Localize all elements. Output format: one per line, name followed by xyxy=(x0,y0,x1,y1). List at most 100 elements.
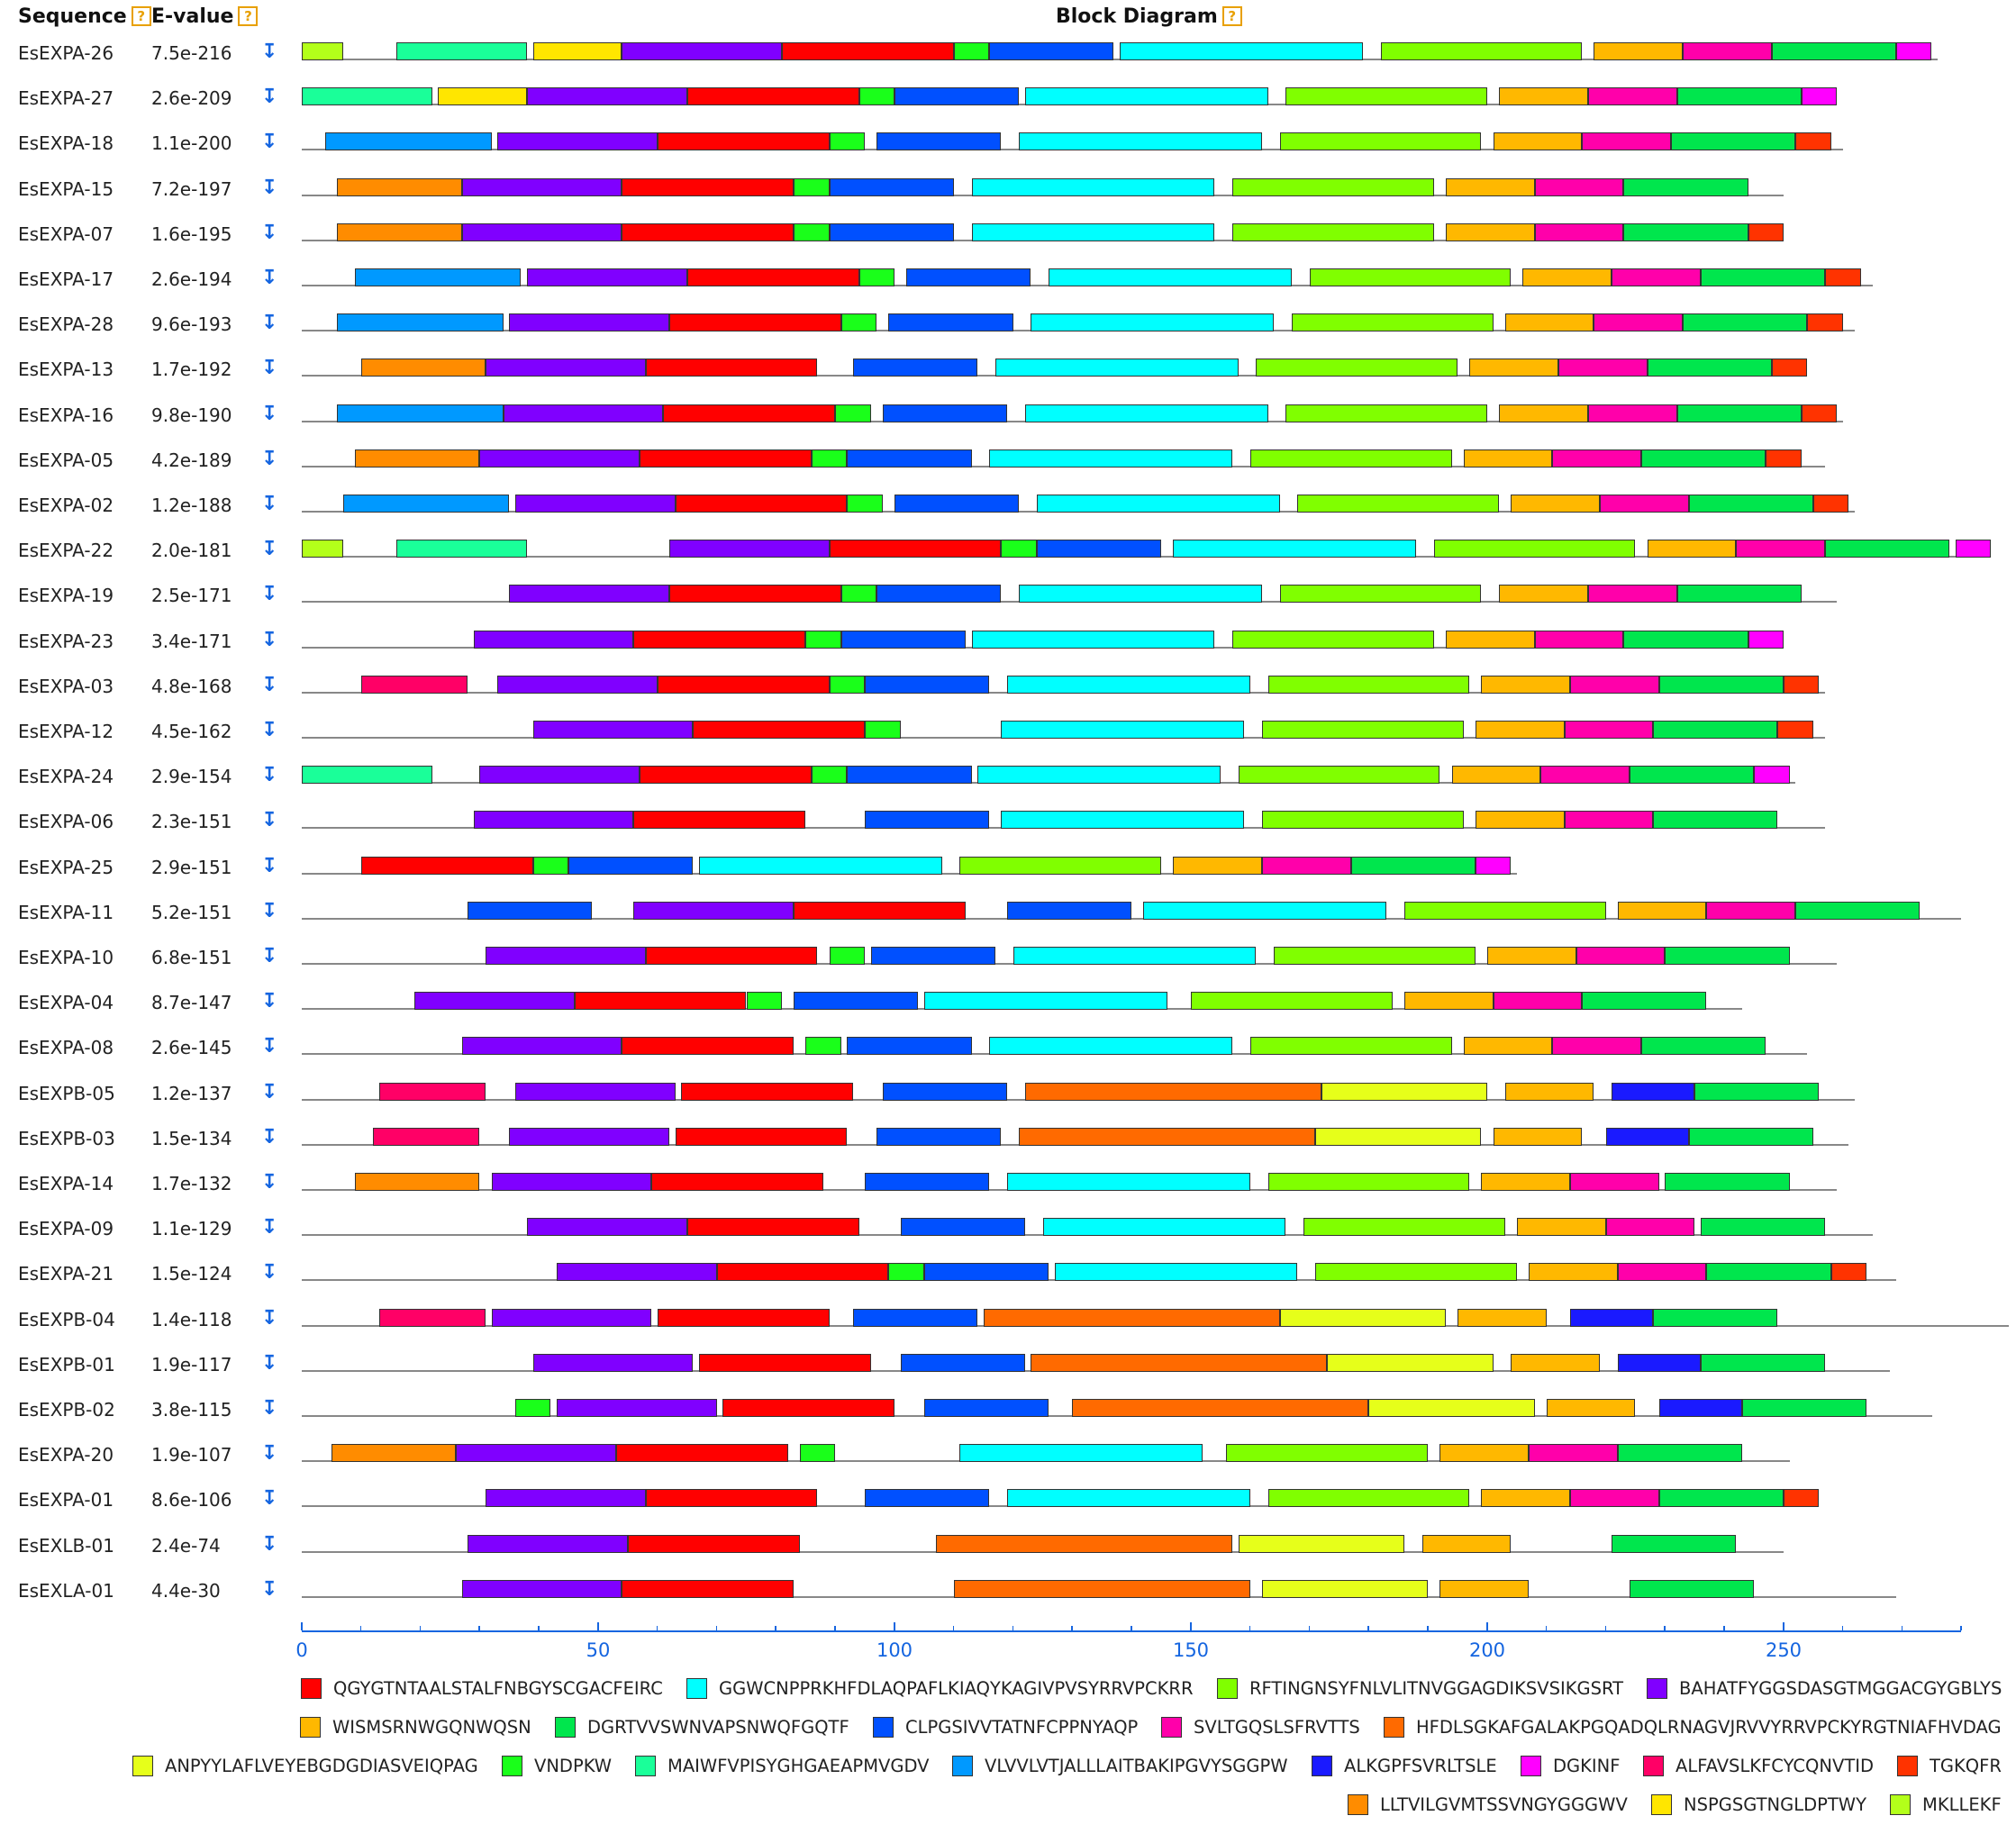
motif-block-m2[interactable] xyxy=(971,177,1215,196)
motif-block-m11[interactable] xyxy=(840,313,877,332)
motif-block-m5[interactable] xyxy=(1617,901,1707,920)
motif-block-m5[interactable] xyxy=(1499,404,1588,422)
motif-block-m7[interactable] xyxy=(870,947,995,965)
motif-block-m5[interactable] xyxy=(1445,630,1535,649)
motif-block-m6[interactable] xyxy=(1629,1579,1755,1598)
motif-block-m3[interactable] xyxy=(959,856,1162,875)
motif-block-m6[interactable] xyxy=(1771,42,1896,60)
motif-block-m8[interactable] xyxy=(1552,1037,1642,1056)
motif-block-m8[interactable] xyxy=(1706,901,1796,920)
motif-block-m3[interactable] xyxy=(1274,947,1476,965)
motif-block-m1[interactable] xyxy=(657,132,830,151)
motif-block-m4[interactable] xyxy=(668,540,830,558)
sequence-name[interactable]: EsEXPA-22 xyxy=(18,540,114,562)
motif-block-m14[interactable] xyxy=(1617,1353,1701,1372)
motif-block-m4[interactable] xyxy=(514,1082,676,1101)
motif-block-m6[interactable] xyxy=(1658,1489,1784,1508)
motif-block-m3[interactable] xyxy=(1285,87,1487,106)
motif-block-m1[interactable] xyxy=(794,901,966,920)
motif-block-m18[interactable] xyxy=(337,222,462,241)
motif-block-m1[interactable] xyxy=(693,721,866,739)
download-icon[interactable]: ↧ xyxy=(261,1306,278,1330)
motif-block-m3[interactable] xyxy=(1261,811,1464,830)
motif-block-m4[interactable] xyxy=(509,313,669,332)
motif-block-m8[interactable] xyxy=(1261,856,1351,875)
motif-block-m12[interactable] xyxy=(302,766,432,785)
motif-block-m4[interactable] xyxy=(527,87,687,106)
motif-block-m13[interactable] xyxy=(343,495,510,513)
motif-block-m6[interactable] xyxy=(1629,766,1755,785)
download-icon[interactable]: ↧ xyxy=(261,1532,278,1556)
sequence-name[interactable]: EsEXPA-27 xyxy=(18,87,114,110)
motif-block-m4[interactable] xyxy=(532,1353,694,1372)
motif-block-m18[interactable] xyxy=(331,1444,457,1463)
motif-block-m3[interactable] xyxy=(1249,1037,1452,1056)
motif-block-m8[interactable] xyxy=(1570,1173,1659,1191)
motif-block-m10[interactable] xyxy=(1321,1082,1487,1101)
motif-block-m2[interactable] xyxy=(1049,268,1292,286)
motif-block-m12[interactable] xyxy=(302,87,432,106)
motif-block-m1[interactable] xyxy=(686,1218,859,1237)
motif-block-m13[interactable] xyxy=(325,132,492,151)
sequence-name[interactable]: EsEXPA-05 xyxy=(18,449,114,471)
download-icon[interactable]: ↧ xyxy=(261,1171,278,1194)
motif-block-m6[interactable] xyxy=(1676,585,1802,604)
motif-block-m4[interactable] xyxy=(414,992,575,1011)
motif-block-m1[interactable] xyxy=(681,1082,853,1101)
motif-block-m7[interactable] xyxy=(1036,540,1162,558)
download-icon[interactable]: ↧ xyxy=(261,719,278,741)
motif-block-m3[interactable] xyxy=(1433,540,1636,558)
motif-block-m16[interactable] xyxy=(372,1127,480,1146)
sequence-name[interactable]: EsEXPA-06 xyxy=(18,811,114,833)
download-icon[interactable]: ↧ xyxy=(261,312,278,335)
motif-block-m4[interactable] xyxy=(461,222,622,241)
motif-block-m5[interactable] xyxy=(1451,766,1541,785)
motif-block-m8[interactable] xyxy=(1570,675,1659,694)
motif-block-m2[interactable] xyxy=(1042,1218,1286,1237)
download-icon[interactable]: ↧ xyxy=(261,1487,278,1511)
motif-block-m5[interactable] xyxy=(1647,540,1737,558)
motif-block-m11[interactable] xyxy=(840,585,877,604)
motif-block-m4[interactable] xyxy=(456,1444,616,1463)
motif-block-m17[interactable] xyxy=(1830,1263,1867,1282)
motif-block-m5[interactable] xyxy=(1445,177,1535,196)
motif-block-m7[interactable] xyxy=(840,630,966,649)
motif-block-m8[interactable] xyxy=(1594,313,1684,332)
motif-block-m3[interactable] xyxy=(1256,359,1458,377)
motif-block-m8[interactable] xyxy=(1600,495,1689,513)
motif-block-m4[interactable] xyxy=(473,811,634,830)
motif-block-m16[interactable] xyxy=(360,675,468,694)
motif-block-m6[interactable] xyxy=(1688,495,1813,513)
motif-block-m3[interactable] xyxy=(1232,177,1434,196)
sequence-name[interactable]: EsEXPA-10 xyxy=(18,947,114,968)
motif-block-m4[interactable] xyxy=(473,630,634,649)
motif-block-m2[interactable] xyxy=(1013,947,1257,965)
motif-block-m3[interactable] xyxy=(1309,268,1512,286)
motif-block-m9[interactable] xyxy=(1019,1127,1316,1146)
motif-block-m2[interactable] xyxy=(923,992,1167,1011)
motif-block-m1[interactable] xyxy=(622,1037,795,1056)
motif-block-m4[interactable] xyxy=(491,1308,652,1327)
motif-block-m4[interactable] xyxy=(509,1127,669,1146)
motif-block-m4[interactable] xyxy=(485,947,646,965)
motif-block-m12[interactable] xyxy=(396,540,528,558)
motif-block-m3[interactable] xyxy=(1238,766,1440,785)
motif-block-m7[interactable] xyxy=(852,359,978,377)
motif-block-m9[interactable] xyxy=(936,1534,1233,1553)
motif-block-m8[interactable] xyxy=(1564,811,1654,830)
motif-block-m5[interactable] xyxy=(1445,222,1535,241)
motif-block-m6[interactable] xyxy=(1665,1173,1790,1191)
motif-block-m4[interactable] xyxy=(527,1218,687,1237)
motif-block-m6[interactable] xyxy=(1741,1399,1867,1417)
download-icon[interactable]: ↧ xyxy=(261,267,278,289)
motif-block-m2[interactable] xyxy=(1024,404,1268,422)
motif-block-m15[interactable] xyxy=(1754,766,1790,785)
motif-block-m9[interactable] xyxy=(953,1579,1250,1598)
motif-block-m8[interactable] xyxy=(1612,268,1701,286)
motif-block-m5[interactable] xyxy=(1421,1534,1512,1553)
motif-block-m2[interactable] xyxy=(1019,132,1262,151)
motif-block-m7[interactable] xyxy=(865,811,990,830)
motif-block-m7[interactable] xyxy=(876,585,1002,604)
motif-block-m2[interactable] xyxy=(1120,42,1363,60)
motif-block-m11[interactable] xyxy=(794,177,830,196)
